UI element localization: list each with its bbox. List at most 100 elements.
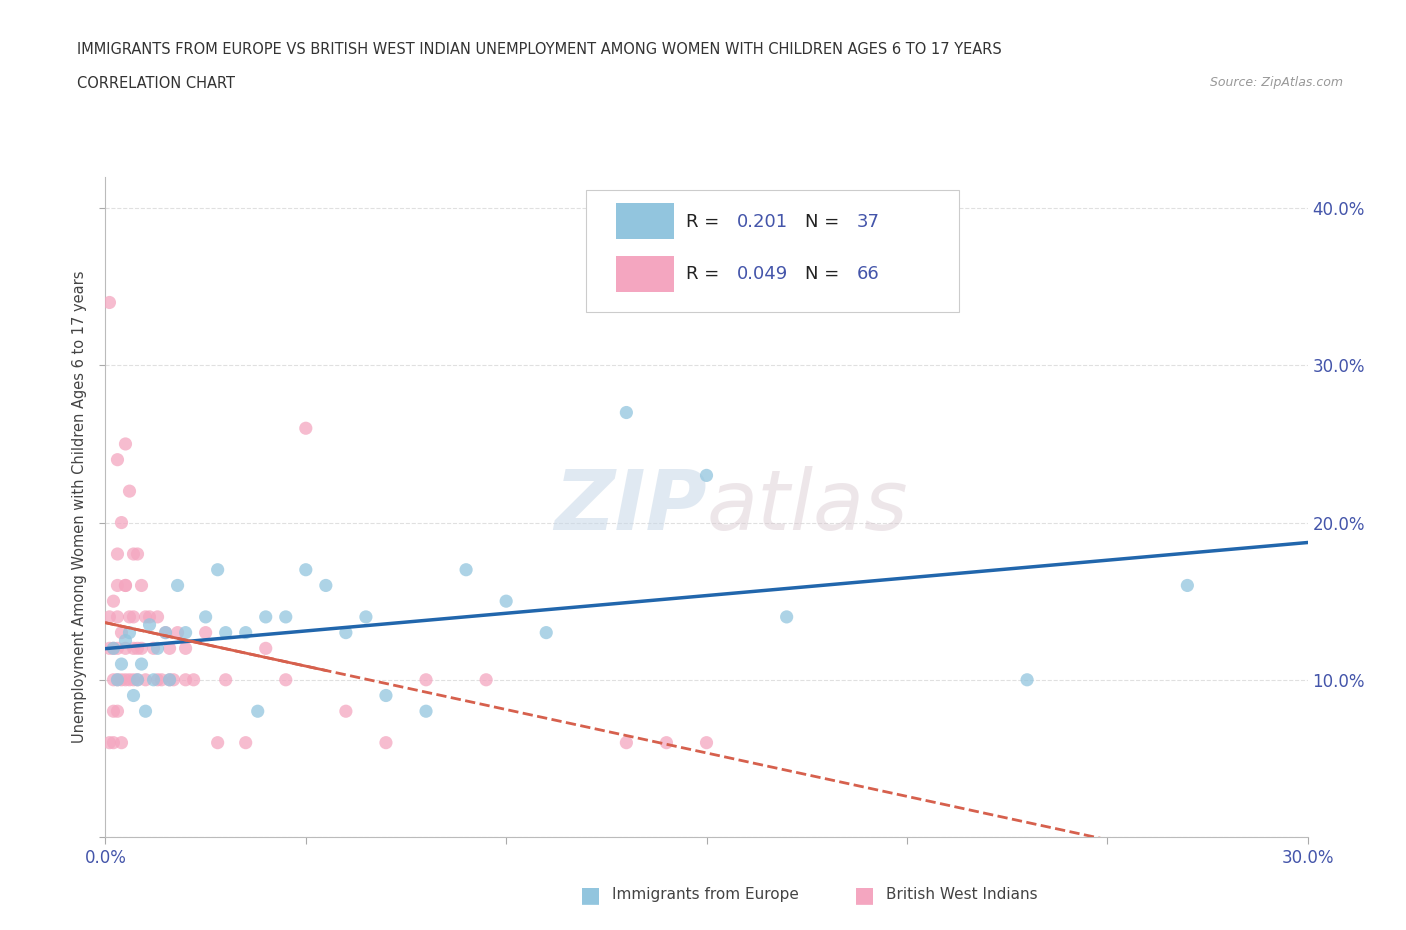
Text: ■: ■ — [855, 884, 875, 905]
Point — [335, 704, 357, 719]
Point — [135, 704, 157, 719]
Text: Immigrants from Europe: Immigrants from Europe — [612, 887, 799, 902]
Point — [98, 641, 121, 656]
Point — [174, 625, 197, 640]
Point — [114, 672, 136, 687]
Point — [295, 563, 318, 578]
Y-axis label: Unemployment Among Women with Children Ages 6 to 17 years: Unemployment Among Women with Children A… — [72, 271, 87, 743]
Point — [534, 625, 557, 640]
Point — [122, 641, 145, 656]
Point — [146, 609, 169, 624]
Text: CORRELATION CHART: CORRELATION CHART — [77, 76, 235, 91]
Point — [655, 736, 678, 751]
Point — [415, 672, 437, 687]
Point — [616, 405, 638, 420]
Point — [246, 704, 269, 719]
Point — [98, 736, 121, 751]
Point — [110, 625, 132, 640]
Point — [114, 641, 136, 656]
Point — [696, 736, 718, 751]
Point — [103, 704, 125, 719]
Text: 0.201: 0.201 — [737, 213, 787, 231]
Point — [122, 672, 145, 687]
Point — [159, 672, 181, 687]
Point — [107, 672, 129, 687]
Point — [1177, 578, 1199, 593]
Point — [107, 704, 129, 719]
Point — [131, 641, 153, 656]
Text: 0.049: 0.049 — [737, 265, 787, 284]
Text: R =: R = — [686, 265, 725, 284]
Point — [135, 672, 157, 687]
Point — [616, 736, 638, 751]
Point — [122, 547, 145, 562]
Point — [495, 593, 517, 608]
Point — [274, 609, 297, 624]
Point — [114, 578, 136, 593]
Point — [207, 563, 229, 578]
Point — [146, 641, 169, 656]
Point — [235, 625, 257, 640]
Point — [354, 609, 377, 624]
Point — [174, 672, 197, 687]
Point — [118, 484, 141, 498]
Point — [159, 641, 181, 656]
Point — [118, 609, 141, 624]
Point — [162, 672, 184, 687]
Point — [103, 641, 125, 656]
Point — [138, 609, 160, 624]
Point — [127, 672, 149, 687]
Point — [118, 672, 141, 687]
Point — [110, 736, 132, 751]
Point — [183, 672, 205, 687]
Text: British West Indians: British West Indians — [886, 887, 1038, 902]
Point — [103, 641, 125, 656]
Text: IMMIGRANTS FROM EUROPE VS BRITISH WEST INDIAN UNEMPLOYMENT AMONG WOMEN WITH CHIL: IMMIGRANTS FROM EUROPE VS BRITISH WEST I… — [77, 42, 1002, 57]
Text: N =: N = — [806, 265, 845, 284]
Point — [131, 657, 153, 671]
Point — [207, 736, 229, 751]
Point — [131, 578, 153, 593]
Point — [174, 641, 197, 656]
Point — [155, 625, 177, 640]
Text: atlas: atlas — [707, 466, 908, 548]
Point — [107, 641, 129, 656]
Point — [166, 625, 188, 640]
Point — [110, 657, 132, 671]
Text: 37: 37 — [856, 213, 880, 231]
Point — [315, 578, 337, 593]
Point — [110, 672, 132, 687]
Point — [110, 515, 132, 530]
Point — [98, 609, 121, 624]
Point — [374, 688, 398, 703]
Point — [122, 688, 145, 703]
Point — [114, 578, 136, 593]
Point — [98, 295, 121, 310]
Point — [374, 736, 398, 751]
Point — [235, 736, 257, 751]
Point — [155, 625, 177, 640]
Point — [194, 625, 217, 640]
Text: 66: 66 — [856, 265, 880, 284]
Point — [254, 641, 277, 656]
Point — [107, 578, 129, 593]
Point — [127, 547, 149, 562]
Point — [254, 609, 277, 624]
Point — [214, 625, 236, 640]
Point — [107, 547, 129, 562]
Text: R =: R = — [686, 213, 725, 231]
Point — [142, 672, 165, 687]
Point — [335, 625, 357, 640]
Point — [138, 618, 160, 632]
FancyBboxPatch shape — [616, 203, 673, 239]
Point — [146, 672, 169, 687]
Point — [214, 672, 236, 687]
Point — [142, 641, 165, 656]
Text: Source: ZipAtlas.com: Source: ZipAtlas.com — [1209, 76, 1343, 89]
Point — [107, 672, 129, 687]
Point — [150, 672, 173, 687]
Text: N =: N = — [806, 213, 845, 231]
Point — [295, 420, 318, 435]
Point — [114, 436, 136, 451]
Point — [1017, 672, 1039, 687]
